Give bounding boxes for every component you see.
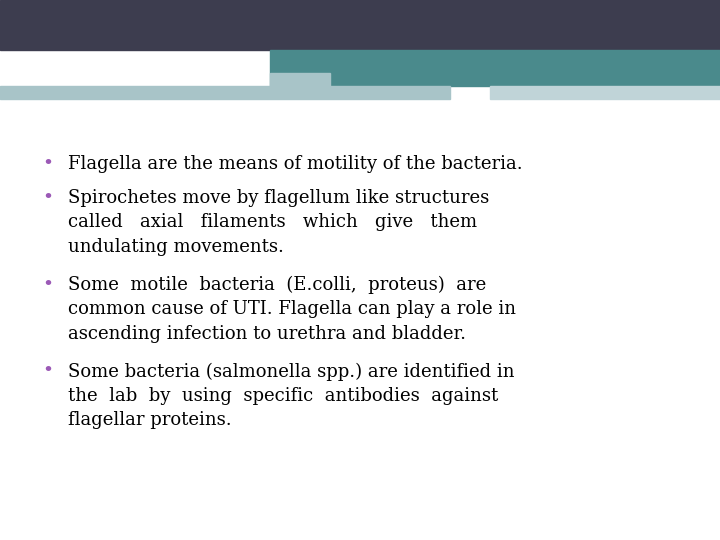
Text: Flagella are the means of motility of the bacteria.: Flagella are the means of motility of th… — [68, 155, 523, 173]
Text: Spirochetes move by flagellum like structures
called   axial   filaments   which: Spirochetes move by flagellum like struc… — [68, 189, 490, 256]
Text: Some bacteria (salmonella spp.) are identified in
the  lab  by  using  specific : Some bacteria (salmonella spp.) are iden… — [68, 362, 515, 429]
Text: •: • — [42, 362, 53, 380]
Text: Some  motile  bacteria  (E.colli,  proteus)  are
common cause of UTI. Flagella c: Some motile bacteria (E.colli, proteus) … — [68, 276, 516, 342]
Text: •: • — [42, 276, 53, 294]
Text: •: • — [42, 155, 53, 173]
Text: •: • — [42, 189, 53, 207]
